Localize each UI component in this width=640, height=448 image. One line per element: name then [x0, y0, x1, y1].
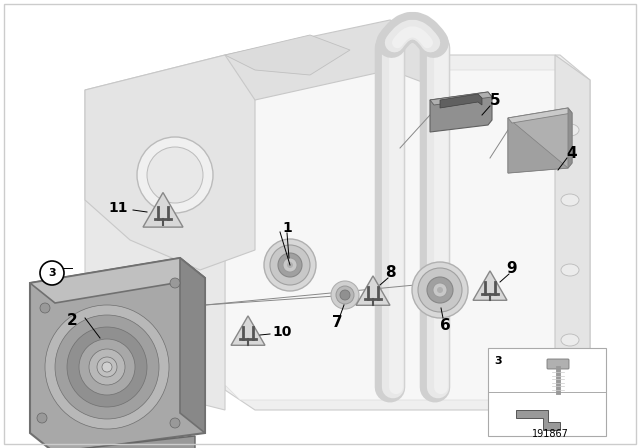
Polygon shape — [356, 276, 390, 305]
Text: 7: 7 — [332, 314, 342, 329]
Text: 1: 1 — [282, 221, 292, 235]
Polygon shape — [225, 70, 575, 400]
Text: 3: 3 — [48, 268, 56, 278]
Circle shape — [89, 349, 125, 385]
FancyBboxPatch shape — [547, 359, 569, 369]
Polygon shape — [180, 258, 205, 433]
Circle shape — [40, 303, 50, 313]
Circle shape — [270, 245, 310, 285]
Polygon shape — [85, 55, 255, 270]
Circle shape — [418, 268, 462, 312]
Circle shape — [412, 262, 468, 318]
Text: 3: 3 — [494, 356, 502, 366]
Polygon shape — [225, 55, 590, 410]
Circle shape — [97, 357, 117, 377]
Polygon shape — [225, 20, 430, 100]
Polygon shape — [430, 92, 492, 132]
Text: 2: 2 — [67, 313, 77, 327]
Circle shape — [45, 305, 169, 429]
Circle shape — [170, 278, 180, 288]
Circle shape — [147, 147, 203, 203]
Ellipse shape — [561, 334, 579, 346]
Text: 5: 5 — [490, 92, 500, 108]
FancyArrowPatch shape — [397, 32, 428, 43]
Circle shape — [287, 262, 293, 268]
FancyBboxPatch shape — [488, 348, 606, 436]
Text: 191867: 191867 — [532, 429, 568, 439]
Text: 4: 4 — [566, 146, 577, 160]
Text: 11: 11 — [109, 201, 128, 215]
Polygon shape — [508, 118, 568, 173]
Circle shape — [336, 286, 354, 304]
Polygon shape — [555, 55, 590, 410]
Polygon shape — [85, 55, 225, 410]
Circle shape — [283, 258, 297, 272]
Ellipse shape — [561, 194, 579, 206]
Circle shape — [67, 327, 147, 407]
Polygon shape — [516, 410, 560, 430]
Polygon shape — [231, 316, 265, 345]
Circle shape — [427, 277, 453, 303]
Circle shape — [79, 339, 135, 395]
Ellipse shape — [561, 124, 579, 136]
Circle shape — [55, 315, 159, 419]
Text: 8: 8 — [385, 264, 396, 280]
Circle shape — [437, 287, 443, 293]
Polygon shape — [508, 108, 572, 173]
Text: 9: 9 — [507, 260, 517, 276]
Polygon shape — [440, 94, 482, 108]
Polygon shape — [225, 35, 350, 75]
Polygon shape — [60, 436, 195, 448]
Circle shape — [331, 281, 359, 309]
Polygon shape — [30, 258, 205, 448]
Circle shape — [137, 137, 213, 213]
Circle shape — [264, 239, 316, 291]
Polygon shape — [508, 108, 572, 123]
FancyArrowPatch shape — [392, 27, 433, 43]
Circle shape — [340, 290, 350, 300]
Text: 6: 6 — [440, 318, 451, 332]
FancyArrowPatch shape — [394, 30, 431, 43]
Polygon shape — [473, 271, 507, 300]
Circle shape — [102, 362, 112, 372]
Text: 10: 10 — [272, 325, 291, 339]
Circle shape — [170, 418, 180, 428]
Polygon shape — [30, 258, 205, 303]
Polygon shape — [430, 92, 492, 105]
Polygon shape — [143, 193, 183, 227]
Circle shape — [433, 283, 447, 297]
Polygon shape — [568, 108, 572, 168]
Circle shape — [37, 413, 47, 423]
Circle shape — [278, 253, 302, 277]
Circle shape — [40, 261, 64, 285]
Ellipse shape — [561, 264, 579, 276]
